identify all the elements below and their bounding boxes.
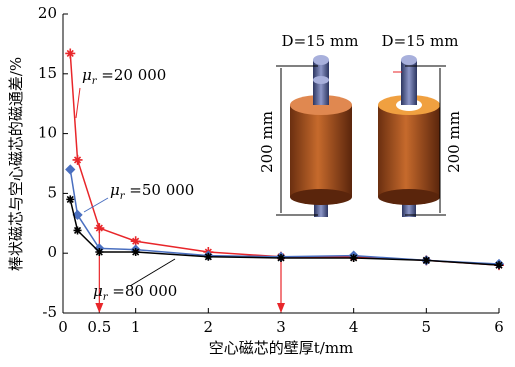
leader-line xyxy=(84,198,108,212)
marker xyxy=(94,223,104,233)
y-tick-label: -5 xyxy=(42,303,57,321)
inset-label: D=15 mm xyxy=(382,32,459,50)
x-tick-label: 5 xyxy=(422,318,432,336)
series-label: μr =50 000 xyxy=(110,181,194,202)
y-tick-label: 5 xyxy=(47,183,57,201)
marker xyxy=(66,165,74,173)
inset-illustration: D=15 mm D=15 mm 200 mm 200 mm xyxy=(258,32,463,217)
marker xyxy=(65,48,75,58)
y-tick-label: 20 xyxy=(38,4,57,22)
marker xyxy=(74,226,82,234)
x-tick-label: 2 xyxy=(204,318,214,336)
x-tick-label: 0 xyxy=(58,318,68,336)
x-tick-label: 1 xyxy=(131,318,141,336)
arrow-head xyxy=(277,303,285,313)
y-tick-label: 15 xyxy=(38,64,57,82)
marker xyxy=(66,195,74,203)
marker xyxy=(277,254,285,262)
marker xyxy=(204,253,212,261)
series-label: μr =20 000 xyxy=(82,66,166,87)
x-tick-label: 3 xyxy=(276,318,286,336)
x-axis-label: 空心磁芯的壁厚t/mm xyxy=(209,339,354,357)
chart: D=15 mm D=15 mm 200 mm 200 mm 棒状磁芯与空心磁芯的… xyxy=(0,0,515,363)
inset-label: 200 mm xyxy=(445,111,463,173)
x-tick-label: 6 xyxy=(494,318,504,336)
marker xyxy=(73,155,83,165)
inset-label: 200 mm xyxy=(258,111,276,173)
arrow-head xyxy=(95,303,103,313)
x-tick-label: 0.5 xyxy=(87,318,111,336)
y-tick-label: 0 xyxy=(47,243,57,261)
leader-line xyxy=(76,88,80,118)
x-tick-label: 4 xyxy=(349,318,359,336)
inset-label: D=15 mm xyxy=(282,32,359,50)
marker xyxy=(350,254,358,262)
y-tick-label: 10 xyxy=(38,124,57,142)
marker xyxy=(95,248,103,256)
marker xyxy=(422,256,430,264)
marker xyxy=(132,248,140,256)
series-label: μr =80 000 xyxy=(93,282,177,303)
marker xyxy=(495,261,503,269)
y-axis-label: 棒状磁芯与空心磁芯的磁通差/% xyxy=(7,57,25,271)
